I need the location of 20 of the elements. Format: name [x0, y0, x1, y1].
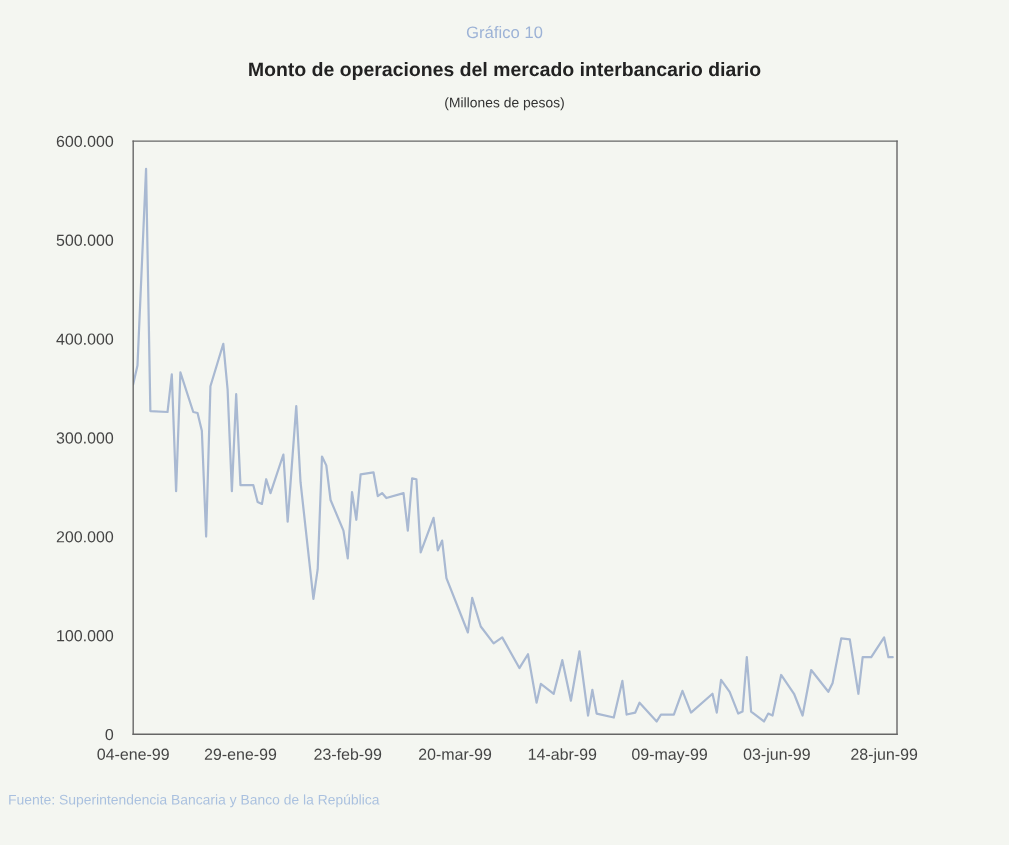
y-axis-title: (Millones de pesos)	[445, 97, 564, 111]
x-tick-label: 04-ene-99	[97, 748, 169, 760]
y-tick-label: 600.000	[56, 135, 114, 148]
chart-title: Gráfico 10	[466, 25, 543, 39]
x-tick-label: 29-ene-99	[204, 748, 277, 760]
x-tick-label: 09-may-99	[632, 748, 707, 764]
chart-subtitle: Monto de operaciones del mercado interbancario diario	[249, 61, 761, 81]
x-tick-label: 20-mar-99	[418, 748, 492, 760]
x-tick-label: 14-abr-99	[528, 748, 597, 760]
source-note: Fuente: Superintendencia Bancaria y Banco de la República	[9, 794, 380, 808]
y-tick-label: 100.000	[57, 630, 114, 642]
x-tick-label: 23-feb-99	[314, 748, 382, 760]
y-tick-label: 500.000	[56, 234, 114, 246]
y-tick-label: 400.000	[56, 333, 114, 345]
x-tick-label: 28-jun-99	[851, 748, 918, 764]
line-series	[133, 167, 894, 723]
y-tick-label: 0	[105, 728, 114, 741]
y-tick-label: 300.000	[56, 432, 114, 444]
x-tick-label: 03-jun-99	[743, 748, 810, 764]
y-tick-label: 200.000	[56, 531, 114, 543]
